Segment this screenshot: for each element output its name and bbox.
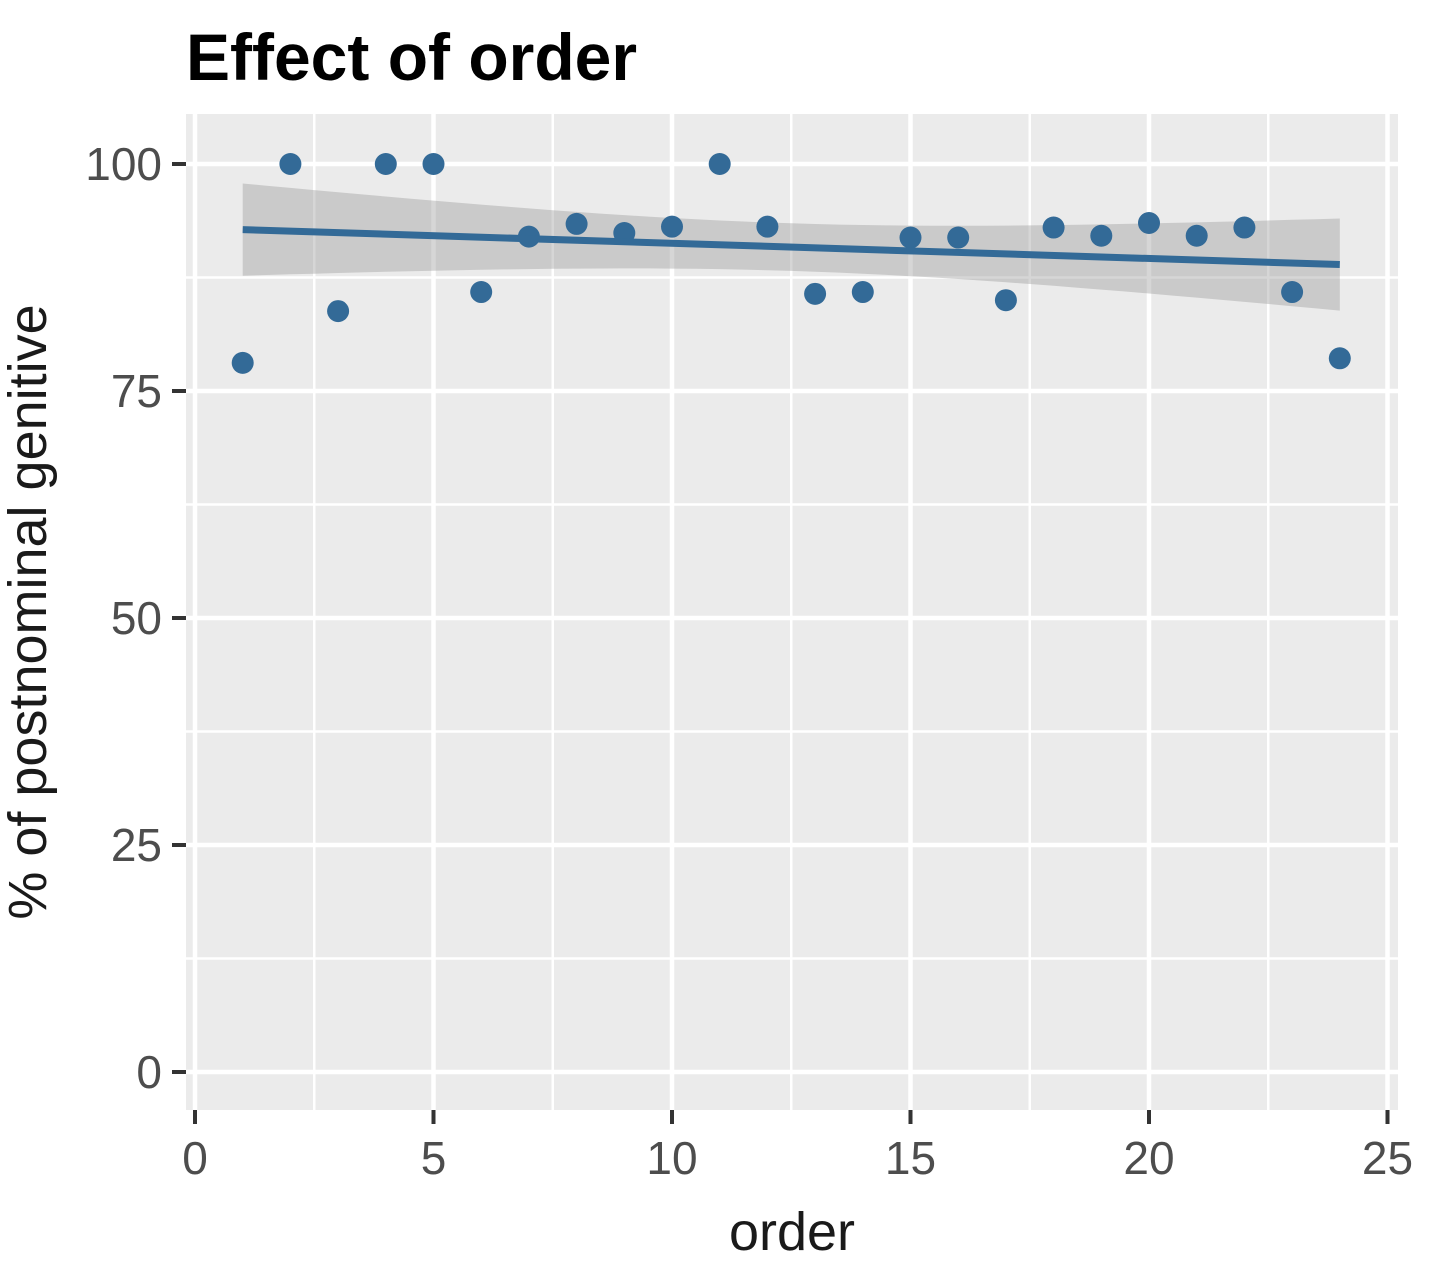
y-tick-label: 0 (136, 1046, 162, 1098)
scatter-point (756, 215, 779, 238)
scatter-point (899, 226, 922, 249)
scatter-point (1138, 212, 1160, 235)
x-axis-tick-labels: 0 5 10 15 20 25 (182, 1132, 1413, 1184)
scatter-point (470, 281, 493, 304)
x-tick-label: 10 (646, 1132, 697, 1184)
scatter-point (708, 153, 731, 175)
scatter-point (1281, 281, 1304, 304)
scatter-point (804, 282, 827, 305)
y-tick-label: 50 (111, 592, 162, 644)
scatter-point (661, 215, 683, 238)
scatter-point (327, 300, 350, 323)
scatter-point (374, 153, 397, 175)
x-axis-ticks (193, 1110, 1390, 1124)
scatter-point (851, 281, 874, 304)
y-tick-label: 25 (111, 819, 162, 871)
scatter-point (994, 289, 1017, 312)
y-tick-label: 100 (85, 138, 162, 190)
scatter-point (565, 212, 588, 235)
y-axis-ticks (172, 162, 186, 1074)
x-axis-title: order (729, 1202, 855, 1262)
scatter-point (1090, 224, 1113, 247)
scatter-point (231, 351, 254, 374)
x-tick-label: 5 (421, 1132, 447, 1184)
y-axis-title: % of postnominal genitive (0, 304, 58, 919)
chart-title: Effect of order (186, 20, 637, 94)
scatter-point (279, 153, 302, 175)
y-axis-tick-labels: 0 25 50 75 100 (85, 138, 162, 1098)
x-tick-label: 20 (1123, 1132, 1174, 1184)
scatter-point (1185, 224, 1208, 247)
scatter-point (1042, 216, 1065, 239)
scatter-point (1328, 347, 1351, 370)
minor-gridlines (186, 114, 1398, 1110)
scatter-point (1233, 216, 1256, 239)
x-tick-label: 25 (1362, 1132, 1413, 1184)
y-tick-label: 75 (111, 365, 162, 417)
major-gridlines (186, 114, 1398, 1110)
x-tick-label: 0 (182, 1132, 208, 1184)
regression-line (242, 226, 1340, 269)
scatter-point (947, 226, 970, 249)
x-tick-label: 15 (885, 1132, 936, 1184)
scatter-point (422, 153, 445, 175)
